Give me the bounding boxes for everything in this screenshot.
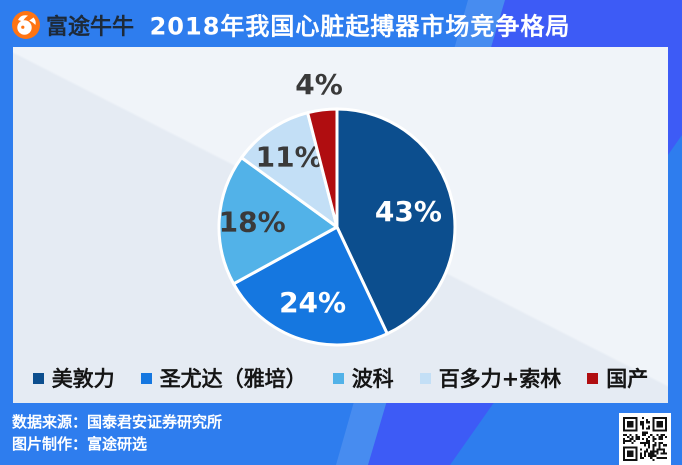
pie-slice-value-label: 18%	[219, 206, 286, 239]
credit-line: 图片制作：富途研选	[12, 433, 222, 455]
credit-label: 图片制作：	[12, 435, 88, 453]
pie-slice	[232, 225, 389, 347]
data-source-name: 国泰君安证券研究所	[87, 413, 223, 431]
legend-color-swatch-icon	[332, 372, 344, 384]
pie-slice-value-label: 43%	[375, 195, 442, 228]
legend-label: 美敦力	[51, 367, 115, 391]
legend-color-swatch-icon	[587, 372, 599, 384]
pie-slice	[306, 107, 339, 229]
pie-slice	[335, 107, 457, 336]
footer-bar: 数据来源：国泰君安证券研究所 图片制作：富途研选	[0, 403, 682, 465]
pie-slice-value-label: 4%	[295, 68, 343, 101]
page-title: 2018年我国心脏起搏器市场竞争格局	[149, 12, 571, 41]
qr-code	[619, 413, 671, 465]
legend-label: 圣尤达（雅培）	[159, 367, 307, 391]
legend-color-swatch-icon	[32, 372, 44, 384]
legend-item: 美敦力	[32, 363, 115, 393]
header-bar: 富途牛牛 2018年我国心脏起搏器市场竞争格局	[0, 0, 682, 47]
pie-chart: 43% 24% 18% 11% 4%	[217, 68, 457, 347]
legend-label: 国产	[606, 367, 649, 391]
chart-card: 43% 24% 18% 11% 4% 美敦力 圣尤达（雅培） 波科 百多力+索林 国产	[13, 47, 668, 403]
legend-item: 百多力+索林	[419, 363, 562, 393]
legend-color-swatch-icon	[419, 372, 431, 384]
brand-name: 富途牛牛	[46, 15, 135, 40]
legend-item: 圣尤达（雅培）	[140, 363, 307, 393]
brand-logo: 富途牛牛	[12, 9, 134, 41]
data-source-label: 数据来源：	[12, 413, 88, 431]
pie-slice	[217, 156, 339, 286]
legend-item: 波科	[332, 363, 394, 393]
data-source-line: 数据来源：国泰君安证券研究所	[12, 411, 222, 433]
credit-name: 富途研选	[87, 435, 148, 453]
footer-credits: 数据来源：国泰君安证券研究所 图片制作：富途研选	[12, 411, 222, 455]
legend-label: 百多力+索林	[438, 367, 562, 391]
legend-color-swatch-icon	[140, 372, 152, 384]
pie-slice-value-label: 24%	[279, 286, 346, 319]
legend-item: 国产	[587, 363, 648, 393]
chart-legend: 美敦力 圣尤达（雅培） 波科 百多力+索林 国产	[13, 363, 668, 393]
legend-label: 波科	[351, 367, 394, 391]
futu-bull-icon	[12, 11, 40, 39]
pie-slice	[240, 111, 339, 229]
pie-slice-value-label: 11%	[256, 141, 323, 174]
